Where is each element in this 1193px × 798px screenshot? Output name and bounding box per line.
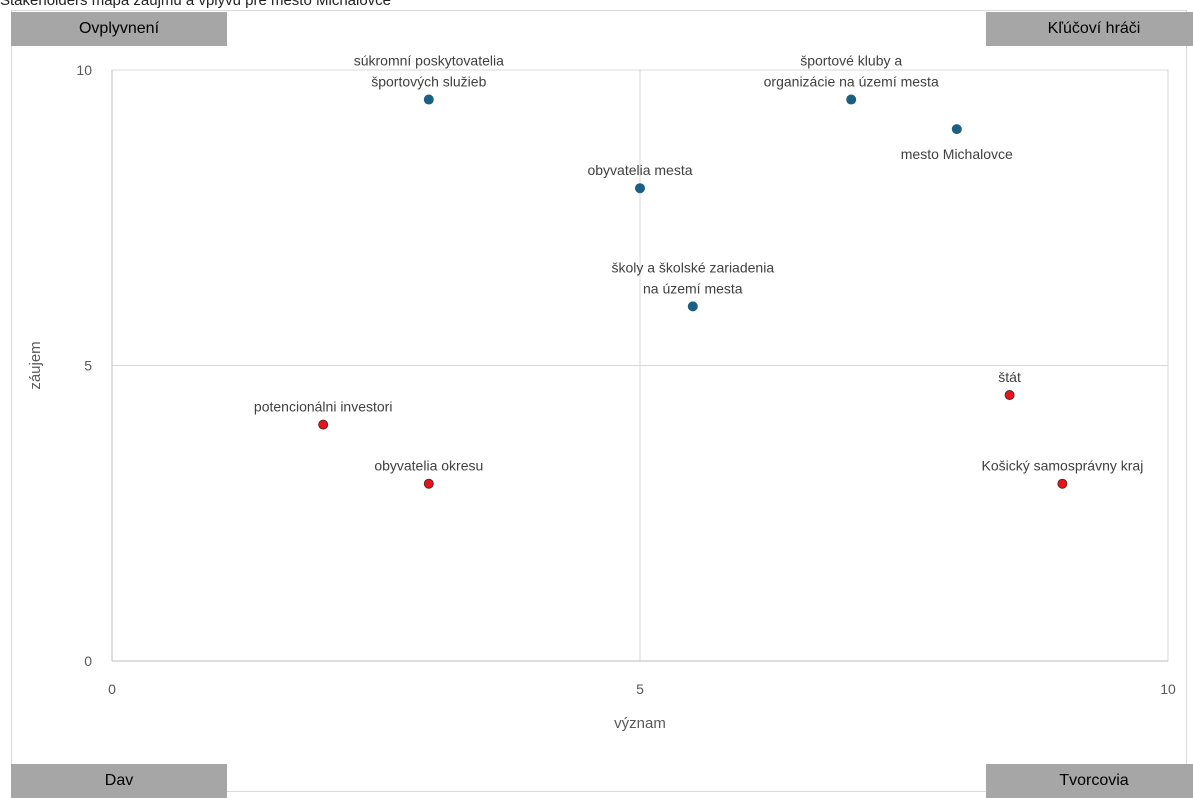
data-label: mesto Michalovce bbox=[901, 146, 1013, 162]
quadrant-label-top-right: Kľúčoví hráči bbox=[986, 12, 1193, 46]
x-tick-label: 0 bbox=[108, 681, 116, 697]
x-tick-label: 10 bbox=[1160, 681, 1176, 697]
data-label: obyvatelia okresu bbox=[374, 458, 483, 474]
chart-caption: Stakeholders mapa záujmu a vplyvu pre me… bbox=[0, 0, 392, 9]
data-point bbox=[1057, 478, 1068, 489]
data-point bbox=[687, 301, 698, 312]
data-point bbox=[951, 124, 962, 135]
data-point bbox=[1004, 390, 1015, 401]
x-tick-label: 5 bbox=[636, 681, 644, 697]
data-point bbox=[846, 94, 857, 105]
data-label: športové kluby a bbox=[800, 53, 902, 69]
data-label: súkromní poskytovatelia bbox=[354, 53, 504, 69]
y-tick-label: 5 bbox=[84, 358, 92, 374]
data-point bbox=[423, 478, 434, 489]
data-label: na území mesta bbox=[643, 280, 743, 296]
y-tick-label: 10 bbox=[76, 62, 92, 78]
data-label: školy a školské zariadenia bbox=[611, 259, 774, 275]
data-label: potencionálni investori bbox=[254, 399, 393, 415]
data-point bbox=[635, 183, 645, 194]
data-label: štát bbox=[998, 369, 1021, 385]
data-point bbox=[423, 94, 434, 105]
data-label: organizácie na území mesta bbox=[764, 74, 939, 90]
data-label: športových služieb bbox=[371, 74, 486, 90]
quadrant-label-top-left: Ovplyvnení bbox=[11, 12, 227, 46]
data-label: obyvatelia mesta bbox=[587, 162, 692, 178]
x-axis-title: význam bbox=[614, 715, 666, 732]
data-point bbox=[318, 419, 329, 430]
data-label: Košický samosprávny kraj bbox=[981, 458, 1143, 474]
y-tick-label: 0 bbox=[84, 653, 92, 669]
y-axis-title: záujem bbox=[27, 341, 44, 389]
